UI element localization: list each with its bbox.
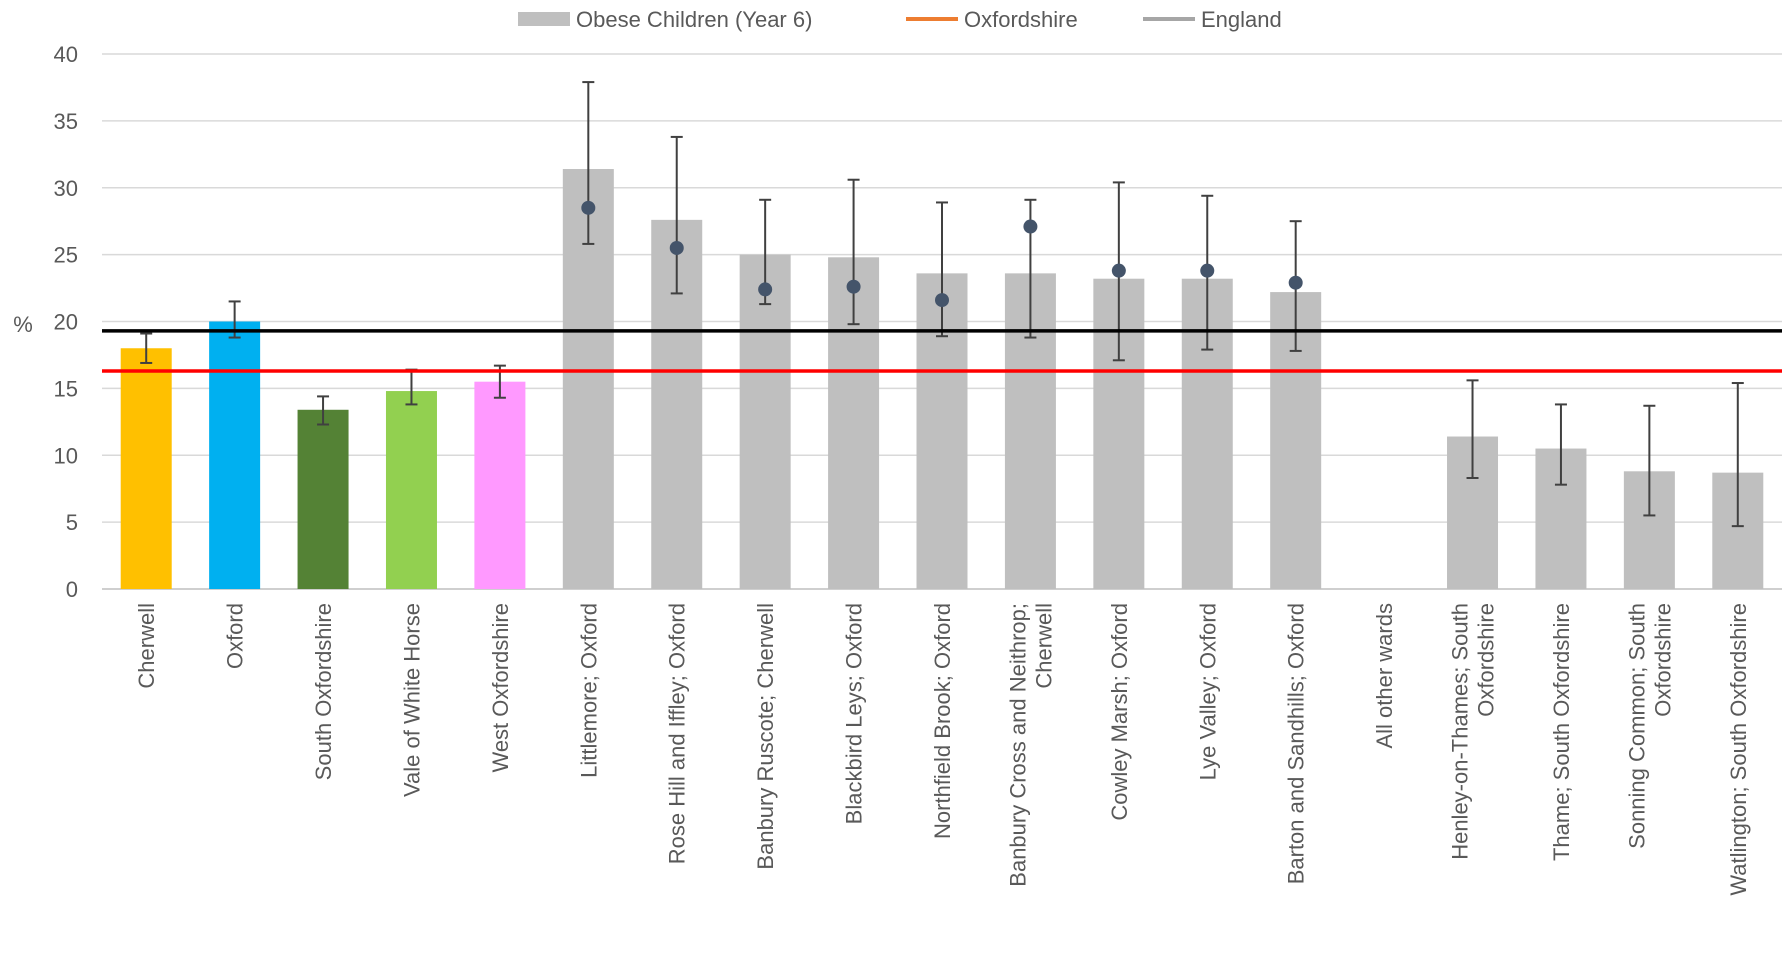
y-tick-label: 40 [54,42,78,67]
marker-point [758,282,773,297]
marker-point [935,293,949,308]
bars [120,169,1764,589]
marker-point [1111,263,1126,278]
x-tick-label: Barton and Sandhills; Oxford [1284,603,1309,884]
x-tick-label: Thame; South Oxfordshire [1549,603,1574,861]
y-tick-label: 35 [54,109,78,134]
bar [739,254,791,589]
x-tick-label: Littlemore; Oxford [576,603,601,778]
legend-swatch-bar [518,12,570,26]
y-tick-label: 10 [54,443,78,468]
y-tick-label: 25 [54,243,78,268]
y-tick-label: 20 [54,310,78,335]
x-tick-label: Cowley Marsh; Oxford [1107,603,1132,821]
bar [474,381,526,589]
x-tick-label: Oxfordshire [1474,603,1499,717]
marker-point [581,200,596,215]
x-tick-label: Oxford [223,603,248,669]
legend-label: Obese Children (Year 6) [576,7,812,32]
x-tick-label: Cherwell [1031,603,1056,689]
x-tick-label: All other wards [1372,603,1397,749]
x-tick-label: Rose Hill and Iffley; Oxford [665,603,690,864]
x-tick-label: Banbury Ruscote; Cherwell [753,603,778,870]
bar [120,348,172,589]
reference-lines [102,329,1782,373]
x-tick-label: Banbury Cross and Neithrop; [1005,603,1030,887]
marker-point [1288,275,1303,290]
bar [385,391,437,589]
y-tick-label: 5 [66,510,78,535]
x-tick-label: Vale of White Horse [399,603,424,797]
legend-label: England [1201,7,1282,32]
x-tick-label: Blackbird Leys; Oxford [842,603,867,824]
marker-point [669,240,684,255]
y-tick-label: 30 [54,176,78,201]
bar [297,409,349,589]
legend: Obese Children (Year 6) Oxfordshire Englan… [518,7,1282,32]
x-tick-label: West Oxfordshire [488,603,513,773]
y-axis: 0 5 10 15 20 25 30 35 40 [54,42,78,602]
x-tick-label: Cherwell [134,603,159,689]
x-tick-label: Lye Valley; Oxford [1195,603,1220,780]
x-tick-label: South Oxfordshire [311,603,336,780]
marker-point [1023,219,1038,234]
x-tick-label: Oxfordshire [1650,603,1675,717]
y-tick-label: 0 [66,577,78,602]
marker-point [1200,263,1215,278]
markers [581,200,1303,308]
bar [209,321,261,589]
x-tick-label: Northfield Brook; Oxford [930,603,955,839]
x-tick-label: Watlington; South Oxfordshire [1726,603,1751,896]
legend-label: Oxfordshire [964,7,1078,32]
x-tick-label: Henley-on-Thames; South [1448,603,1473,860]
y-axis-title: % [13,312,33,337]
y-tick-label: 15 [54,376,78,401]
x-axis: Cherwell Oxford South Oxfordshire Vale of W… [134,603,1751,896]
x-tick-label: Sonning Common; South [1624,603,1649,849]
marker-point [846,279,861,294]
